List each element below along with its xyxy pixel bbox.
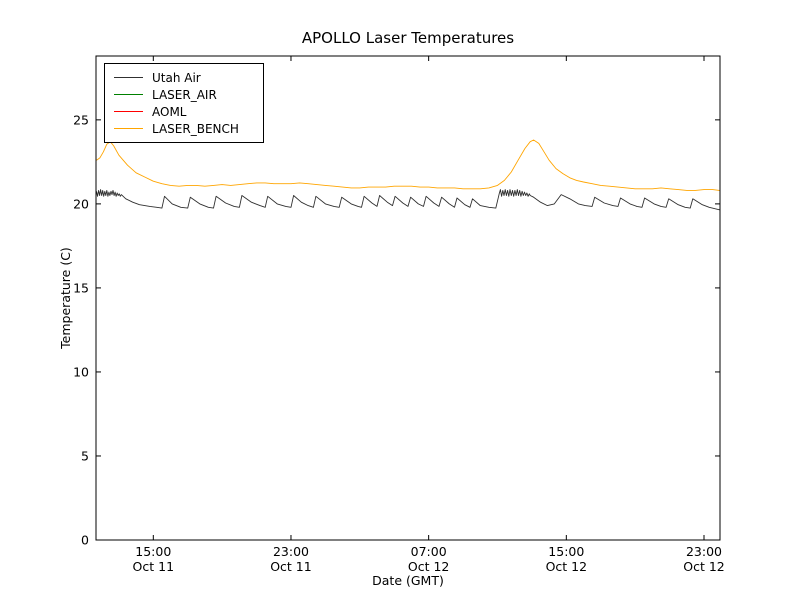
legend-label-utah-air: Utah Air (152, 70, 201, 85)
legend-item-utah-air: Utah Air (114, 69, 239, 86)
y-tick-label: 25 (73, 112, 89, 127)
x-tick-label-time: 23:00 (686, 544, 722, 559)
y-tick-label: 20 (73, 196, 89, 211)
x-tick-label-date: Oct 11 (133, 559, 175, 574)
x-tick-label-time: 07:00 (411, 544, 447, 559)
y-tick-label: 10 (73, 364, 89, 379)
legend-label-laser-air: LASER_AIR (152, 87, 217, 102)
x-tick-label-time: 15:00 (548, 544, 584, 559)
legend-label-laser-bench: LASER_BENCH (152, 121, 239, 136)
x-axis-label: Date (GMT) (372, 573, 444, 588)
legend-label-aoml: AOML (152, 104, 187, 119)
x-tick-label-date: Oct 12 (683, 559, 725, 574)
legend-line-aoml (114, 110, 143, 113)
legend-item-laser-air: LASER_AIR (114, 86, 239, 103)
y-tick-label: 15 (73, 280, 89, 295)
legend-item-aoml: AOML (114, 103, 239, 120)
legend-item-laser-bench: LASER_BENCH (114, 120, 239, 137)
chart-title: APOLLO Laser Temperatures (301, 29, 515, 47)
legend: Utah Air LASER_AIR AOML LASER_BENCH (104, 63, 264, 143)
y-tick-label: 5 (81, 448, 89, 463)
x-tick-label-time: 23:00 (273, 544, 309, 559)
legend-line-laser-air (114, 93, 143, 96)
legend-line-laser-bench (114, 127, 143, 130)
y-axis-label: Temperature (C) (58, 247, 73, 349)
legend-line-utah-air (114, 76, 143, 79)
x-tick-label-date: Oct 12 (546, 559, 588, 574)
x-tick-label-date: Oct 11 (270, 559, 312, 574)
series-line-utah-air (96, 189, 720, 211)
x-tick-label-date: Oct 12 (408, 559, 450, 574)
y-tick-label: 0 (81, 533, 89, 548)
x-tick-label-time: 15:00 (135, 544, 171, 559)
plot-border (95, 55, 721, 541)
series-line-laser-bench (96, 139, 720, 191)
